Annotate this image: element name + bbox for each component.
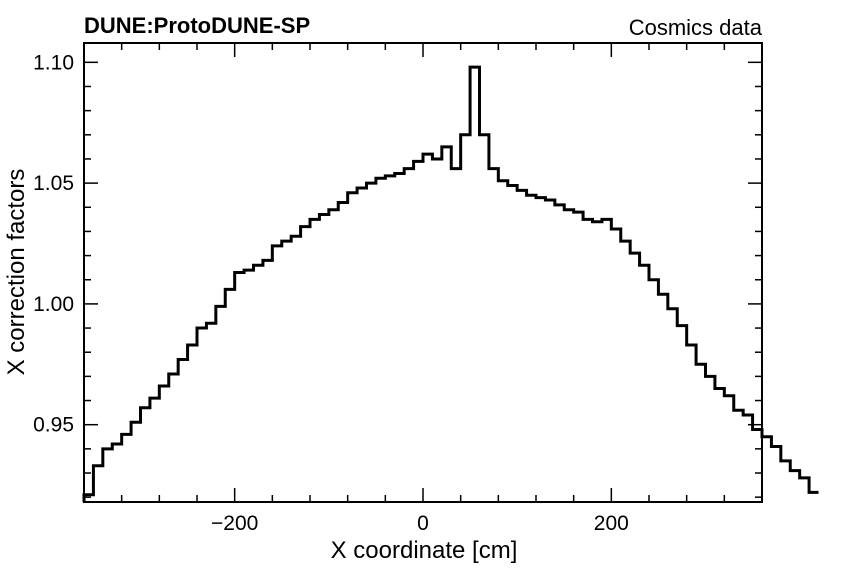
x-tick-label: −200 — [211, 512, 258, 535]
y-tick-label: 1.10 — [33, 51, 74, 74]
y-axis-label: X correction factors — [3, 169, 30, 376]
y-tick-label: 0.95 — [33, 414, 74, 437]
correction-factor-series — [82, 65, 819, 502]
dataset-label: Cosmics data — [629, 15, 763, 40]
experiment-label: DUNE:ProtoDUNE-SP — [84, 13, 310, 38]
x-axis-label: X coordinate [cm] — [331, 537, 518, 564]
axis-tick-labels: −200 0 200 0.95 1.00 1.05 1.10 — [33, 51, 629, 535]
y-tick-label: 1.05 — [33, 172, 74, 195]
plot-frame — [83, 42, 763, 503]
x-tick-label: 200 — [594, 512, 629, 535]
y-tick-label: 1.00 — [33, 293, 74, 316]
x-tick-label: 0 — [417, 512, 429, 535]
axis-ticks — [84, 43, 762, 502]
